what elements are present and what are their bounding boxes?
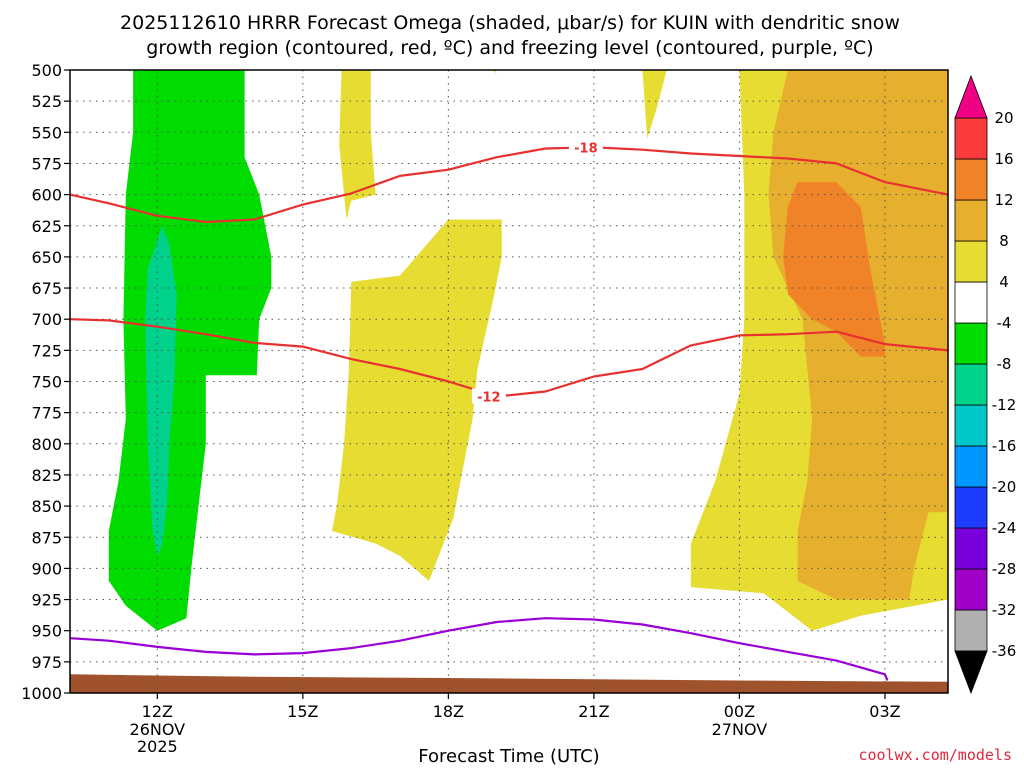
colorbar-box-1: [954, 568, 988, 611]
plot-area: -18 -12 500 525 550 575 600 625 650 675 700 725 750…: [21, 61, 949, 756]
x-tick-sublabel: 26NOV: [130, 720, 186, 739]
y-tick-label: 525: [31, 92, 62, 111]
x-tick-label: 18Z: [433, 702, 464, 721]
x-tick-label: 03Z: [869, 702, 900, 721]
shaded-region-1: [145, 225, 177, 556]
y-tick-label: 725: [31, 341, 62, 360]
shaded-region-8: [783, 182, 885, 357]
x-tick-label: 15Z: [287, 702, 318, 721]
colorbar-high-arrow: [954, 74, 988, 119]
colorbar-box-4: [954, 445, 988, 488]
colorbar-box-8: [954, 281, 988, 324]
contour-label-bg: [471, 388, 506, 404]
contour-label-1: -12: [477, 390, 501, 405]
shaded-region-0: [108, 70, 272, 631]
y-tick-label: 650: [31, 248, 62, 267]
y-tick-label: 500: [31, 61, 62, 80]
colorbar-box-10: [954, 199, 988, 242]
contour-label-bg: [568, 139, 603, 155]
colorbar-box-5: [954, 404, 988, 447]
x-tick-label: 12Z: [142, 702, 173, 721]
credit-text: coolwx.com/models: [858, 746, 1012, 764]
y-tick-label: 550: [31, 123, 62, 142]
x-tick-sublabel: 2025: [137, 737, 178, 756]
colorbar-box-11: [954, 158, 988, 201]
colorbar-box-0: [954, 609, 988, 652]
colorbar-label: -20: [992, 478, 1017, 496]
y-tick-label: 1000: [21, 684, 62, 703]
chart-title-line-2: growth region (contoured, red, ºC) and f…: [146, 37, 873, 59]
colorbar-label: -36: [992, 642, 1017, 660]
colorbar-label: -4: [997, 314, 1012, 332]
colorbar-label: -32: [992, 601, 1017, 619]
chart-title-line-1: 2025112610 HRRR Forecast Omega (shaded, …: [120, 12, 900, 34]
y-tick-label: 975: [31, 653, 62, 672]
colorbar-box-3: [954, 486, 988, 529]
colorbar-box-9: [954, 240, 988, 283]
colorbar-box-2: [954, 527, 988, 570]
colorbar-label: 16: [994, 150, 1013, 168]
y-tick-label: 750: [31, 373, 62, 392]
shaded-region-4: [492, 70, 497, 74]
colorbar-label: 8: [999, 232, 1009, 250]
colorbar-label: -28: [992, 560, 1017, 578]
colorbar-label: 12: [994, 191, 1013, 209]
colorbar-label: -16: [992, 437, 1017, 455]
y-tick-label: 600: [31, 186, 62, 205]
y-axis-ticks: 500 525 550 575 600 625 650 675 700 725 750 775 800 8…: [21, 61, 70, 703]
y-tick-label: 825: [31, 466, 62, 485]
colorbar-low-arrow: [954, 650, 988, 695]
y-tick-label: 625: [31, 217, 62, 236]
y-tick-label: 675: [31, 279, 62, 298]
colorbar-box-6: [954, 363, 988, 406]
y-tick-label: 900: [31, 559, 62, 578]
contour-label-0: -18: [574, 141, 598, 156]
y-tick-label: 925: [31, 591, 62, 610]
surface-fill: [70, 674, 948, 693]
y-tick-label: 850: [31, 497, 62, 516]
contour-line-2: [69, 617, 889, 681]
x-tick-sublabel: 27NOV: [712, 720, 768, 739]
shaded-region-2: [339, 70, 376, 220]
colorbar-label: 20: [994, 109, 1013, 127]
x-axis-label: Forecast Time (UTC): [418, 746, 599, 767]
y-tick-label: 950: [31, 622, 62, 641]
shaded-region-3: [331, 219, 502, 581]
colorbar-label: -8: [997, 355, 1012, 373]
y-tick-label: 575: [31, 154, 62, 173]
colorbar-box-12: [954, 117, 988, 160]
contour-line-0: [69, 146, 949, 224]
colorbar-box-7: [954, 322, 988, 365]
colorbar-label: -12: [992, 396, 1017, 414]
x-tick-label: 00Z: [724, 702, 755, 721]
omega-shading: [108, 70, 948, 631]
contour-lines: -18 -12: [69, 139, 949, 681]
y-tick-label: 700: [31, 310, 62, 329]
y-tick-label: 775: [31, 404, 62, 423]
surface-layer: [70, 674, 948, 693]
colorbar-label: -24: [992, 519, 1017, 537]
colorbar: -36 -32 -28 -24 -20 -16 -12 -8 -4 4 8 12 16 20: [954, 74, 1017, 695]
colorbar-label: 4: [999, 273, 1009, 291]
shaded-region-5: [642, 70, 667, 139]
y-tick-label: 875: [31, 528, 62, 547]
y-tick-label: 800: [31, 435, 62, 454]
x-tick-label: 21Z: [578, 702, 609, 721]
